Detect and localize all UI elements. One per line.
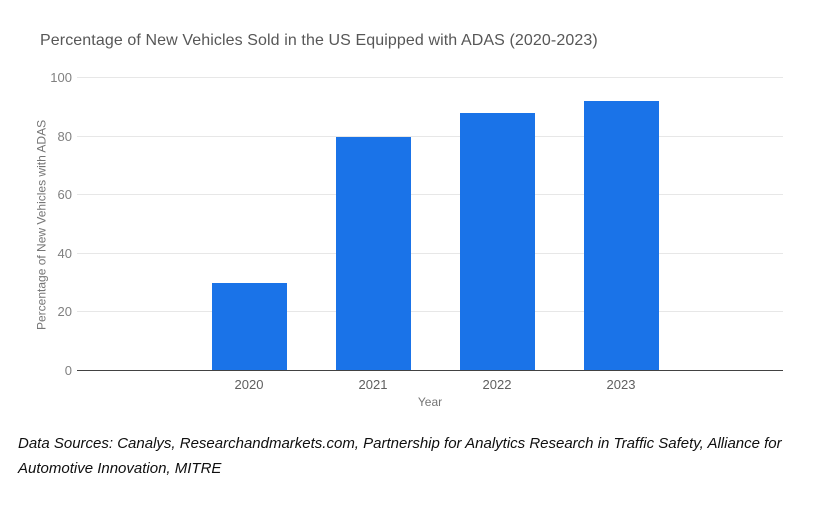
gridline-100 [77, 77, 783, 78]
plot-area [77, 77, 783, 371]
y-tick-label-40: 40 [57, 245, 72, 261]
gridline-40 [77, 252, 783, 254]
bar-2022 [459, 113, 535, 371]
gridline-60 [77, 194, 783, 196]
x-tick-label-2023: 2023 [606, 377, 636, 392]
x-tick-label-2021: 2021 [358, 377, 388, 392]
x-tick-label-2022: 2022 [482, 377, 512, 392]
bar-2023 [583, 101, 659, 371]
chart-title: Percentage of New Vehicles Sold in the U… [40, 32, 598, 49]
bar-2020 [211, 283, 287, 371]
x-axis-line [77, 370, 783, 371]
data-sources-note: Data Sources: Canalys, Researchandmarket… [18, 435, 782, 477]
y-tick-label-20: 20 [57, 304, 72, 320]
y-tick-label-100: 100 [50, 70, 72, 85]
y-tick-label-0: 0 [64, 363, 72, 378]
x-axis-title: Year [417, 395, 443, 409]
x-tick-label-2020: 2020 [234, 377, 264, 392]
gridline-80 [77, 135, 783, 137]
y-tick-label-60: 60 [57, 187, 72, 203]
bar-2021 [335, 136, 411, 371]
y-tick-label-80: 80 [57, 128, 72, 144]
gridline-20 [77, 311, 783, 313]
y-axis-title: Percentage of New Vehicles with ADAS [34, 119, 49, 330]
